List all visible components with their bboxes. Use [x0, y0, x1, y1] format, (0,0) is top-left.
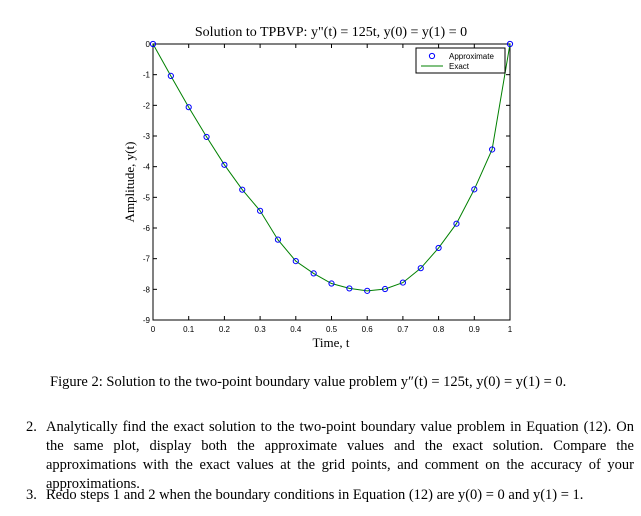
- x-axis-label: Time, t: [312, 335, 349, 350]
- data-point-approximate: [417, 265, 424, 272]
- list-item-number: 3.: [26, 487, 37, 503]
- data-point-approximate: [471, 186, 478, 193]
- data-point-approximate: [435, 244, 442, 252]
- x-tick-label: 0.5: [326, 325, 338, 334]
- data-point-approximate: [489, 146, 496, 153]
- y-tick-label: -4: [143, 163, 151, 172]
- y-tick-label: -6: [143, 224, 151, 233]
- data-point-approximate: [453, 220, 460, 227]
- data-point-approximate: [364, 287, 371, 294]
- x-tick-label: 0: [151, 325, 156, 334]
- y-tick-label: -9: [143, 316, 151, 325]
- y-tick-label: 0: [146, 40, 151, 49]
- chart-title: Solution to TPBVP: y"(t) = 125t, y(0) = …: [195, 25, 467, 40]
- y-tick-label: -5: [143, 193, 151, 202]
- data-point-approximate: [328, 280, 335, 287]
- x-tick-label: 0.7: [397, 325, 409, 334]
- data-point-approximate: [185, 104, 192, 111]
- y-tick-label: -8: [143, 285, 151, 294]
- legend-label: Exact: [449, 62, 470, 71]
- y-tick-label: -1: [143, 71, 151, 80]
- y-tick-label: -2: [143, 101, 151, 110]
- x-tick-label: 0.3: [255, 325, 267, 334]
- list-item-text: Redo steps 1 and 2 when the boundary con…: [46, 487, 584, 503]
- x-tick-label: 0.6: [362, 325, 374, 334]
- data-point-approximate: [257, 207, 264, 214]
- x-tick-label: 0.4: [290, 325, 302, 334]
- x-tick-label: 0.2: [219, 325, 231, 334]
- series-line-exact: [152, 43, 511, 292]
- legend-swatch-marker: [428, 52, 436, 60]
- data-point-approximate: [381, 285, 389, 293]
- x-tick-label: 0.1: [183, 325, 195, 334]
- series-lines: [152, 43, 511, 292]
- x-tick-label: 0.9: [469, 325, 481, 334]
- data-point-approximate: [292, 258, 299, 265]
- x-tick-label: 0.8: [433, 325, 445, 334]
- data-point-approximate: [274, 236, 282, 243]
- x-tick-label: 1: [508, 325, 513, 334]
- data-point-approximate: [399, 279, 406, 286]
- figure-caption: Figure 2: Solution to the two-point boun…: [50, 374, 567, 390]
- data-point-approximate: [506, 40, 514, 48]
- data-point-approximate: [149, 40, 157, 48]
- series-markers: [149, 40, 514, 294]
- list-item-text: Analytically find the exact solution to …: [46, 419, 634, 492]
- y-tick-label: -3: [143, 132, 151, 141]
- solution-plot: Solution to TPBVP: y"(t) = 125t, y(0) = …: [122, 25, 514, 350]
- y-tick-label: -7: [143, 255, 151, 264]
- list-item-number: 2.: [26, 419, 37, 435]
- y-axis-ticks: 0 -1 -2 -3 -4 -5 -6 -7 -8 -9: [143, 40, 510, 325]
- legend-box: [415, 47, 506, 74]
- data-point-approximate: [346, 285, 353, 292]
- y-axis-label: Amplitude, y(t): [122, 142, 137, 223]
- data-point-approximate: [239, 186, 246, 193]
- legend-label: Approximate: [449, 52, 494, 61]
- data-point-approximate: [310, 270, 317, 277]
- data-point-approximate: [167, 72, 174, 79]
- data-point-approximate: [221, 161, 228, 168]
- x-axis-ticks: 0 0.1 0.2 0.3 0.4 0.5 0.6 0.7 0.8 0.9 1: [151, 44, 513, 334]
- data-point-approximate: [203, 133, 210, 141]
- plot-area: [152, 43, 511, 321]
